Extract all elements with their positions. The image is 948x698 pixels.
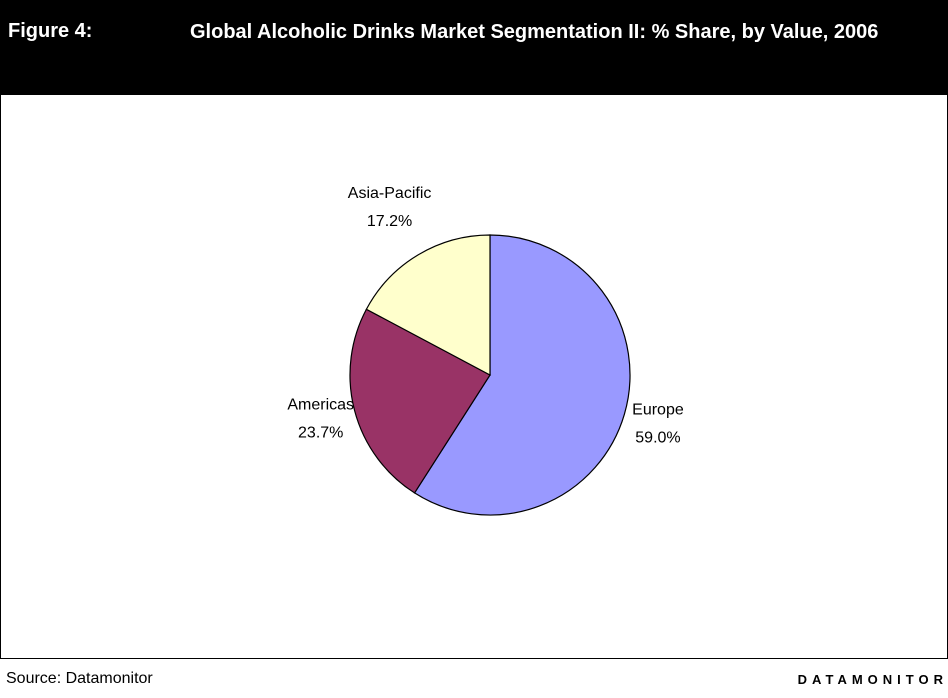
header-bar: Figure 4: Global Alcoholic Drinks Market… [0, 0, 948, 95]
slice-value-label: 59.0% [635, 429, 680, 446]
chart-title: Global Alcoholic Drinks Market Segmentat… [190, 21, 879, 43]
figure-label: Figure 4: [8, 20, 93, 42]
pie-slice [365, 234, 491, 376]
slice-value-label: 17.2% [367, 213, 412, 230]
slice-label: Europe [632, 401, 684, 418]
slice-value-label: 23.7% [298, 425, 343, 442]
source: Source: Datamonitor [6, 670, 153, 687]
slice-label: Americas [287, 397, 354, 414]
pie-slice [413, 234, 631, 516]
pie-slice [349, 308, 491, 494]
slice-label: Asia-Pacific [348, 185, 432, 202]
brand: DATAMONITOR [797, 672, 948, 687]
